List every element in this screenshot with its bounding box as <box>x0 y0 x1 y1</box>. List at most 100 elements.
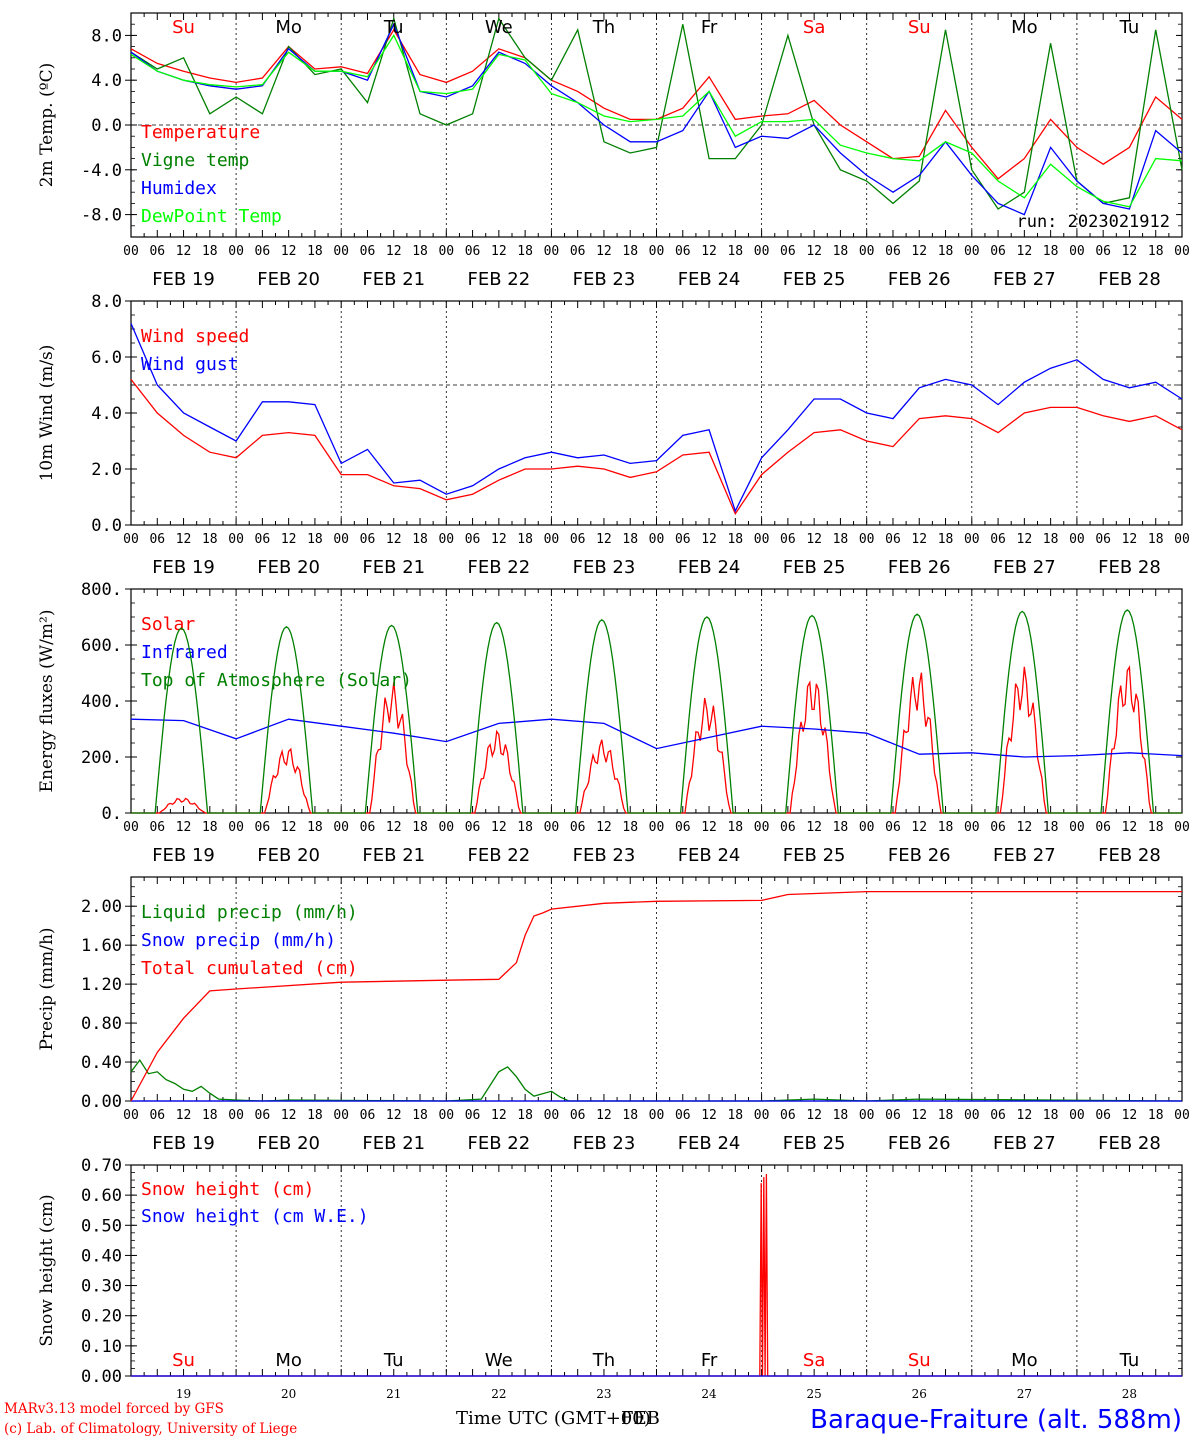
x-hour-label: 06 <box>360 820 376 835</box>
x-hour-label: 00 <box>649 820 665 835</box>
x-hour-label: 18 <box>622 1108 638 1123</box>
day-number-label: 22 <box>491 1387 506 1401</box>
weekday-label: Su <box>172 17 195 38</box>
y-tick-label: 4.0 <box>91 404 122 424</box>
legend-entry: Liquid precip (mm/h) <box>141 902 358 923</box>
legend-entry: Top of Atmosphere (Solar) <box>141 670 412 691</box>
series-line <box>130 718 1183 758</box>
x-hour-label: 00 <box>1174 244 1190 259</box>
x-hour-label: 12 <box>176 532 192 547</box>
x-date-label: FEB 28 <box>1098 557 1161 578</box>
x-hour-label: 00 <box>438 244 454 259</box>
x-hour-label: 06 <box>675 244 691 259</box>
x-hour-label: 06 <box>1095 244 1111 259</box>
credit-line-1: MARv3.13 model forced by GFS <box>4 1401 224 1417</box>
y-tick-label: 6.0 <box>91 348 122 368</box>
x-hour-label: 00 <box>754 820 770 835</box>
x-date-label: FEB 27 <box>993 269 1056 290</box>
x-hour-label: 12 <box>596 532 612 547</box>
x-hour-label: 06 <box>465 1108 481 1123</box>
x-hour-label: 12 <box>1122 1108 1138 1123</box>
x-hour-label: 06 <box>1095 1108 1111 1123</box>
panel-1: -8.0 -4.0 0.0 4.0 8.0 2m Temp. (ºC) 00 06 12 18 FE… <box>37 12 1190 290</box>
y-axis-title: 10m Wind (m/s) <box>37 345 57 482</box>
y-tick-label: 400. <box>81 692 122 712</box>
x-hour-label: 12 <box>1122 532 1138 547</box>
x-hour-label: 12 <box>701 532 717 547</box>
x-date-label: FEB 21 <box>362 269 425 290</box>
series-line <box>130 34 1183 208</box>
x-hour-label: 12 <box>806 820 822 835</box>
x-hour-label: 00 <box>964 820 980 835</box>
x-hour-label: 06 <box>990 1108 1006 1123</box>
day-number-label: 24 <box>701 1387 717 1401</box>
x-hour-label: 06 <box>675 1108 691 1123</box>
x-hour-label: 18 <box>833 532 849 547</box>
x-date-label: FEB 21 <box>362 557 425 578</box>
x-hour-label: 00 <box>123 532 139 547</box>
legend-entry: Infrared <box>141 642 228 663</box>
weekday-label: Tu <box>383 17 404 38</box>
x-hour-label: 00 <box>1174 1108 1190 1123</box>
x-date-label: FEB 23 <box>573 269 636 290</box>
y-tick-label: 0.0 <box>91 516 122 536</box>
x-hour-label: 00 <box>859 532 875 547</box>
x-hour-label: 06 <box>570 244 586 259</box>
x-hour-label: 12 <box>596 1108 612 1123</box>
weekday-label: Th <box>592 17 615 38</box>
x-hour-label: 06 <box>990 244 1006 259</box>
legend-entry: DewPoint Temp <box>141 206 282 227</box>
x-hour-label: 00 <box>333 1108 349 1123</box>
x-hour-label: 06 <box>675 820 691 835</box>
y-tick-label: 0.00 <box>81 1367 122 1387</box>
x-hour-label: 06 <box>885 820 901 835</box>
x-date-label: FEB 20 <box>257 557 320 578</box>
weekday-label: Su <box>172 1350 195 1371</box>
day-number-label: 26 <box>912 1387 927 1401</box>
weekday-label: Mo <box>275 1350 302 1371</box>
weekday-label: Tu <box>383 1350 404 1371</box>
series-line <box>130 22 1183 216</box>
x-hour-label: 06 <box>780 244 796 259</box>
x-hour-label: 18 <box>1043 1108 1059 1123</box>
x-hour-label: 06 <box>570 532 586 547</box>
weekday-label: Fr <box>701 1350 718 1371</box>
x-hour-label: 06 <box>990 820 1006 835</box>
legend-entry: Snow height (cm W.E.) <box>141 1206 369 1227</box>
y-tick-label: 800. <box>81 580 122 600</box>
x-date-label: FEB 22 <box>467 557 530 578</box>
x-date-label: FEB 25 <box>783 1133 846 1154</box>
x-date-label: FEB 24 <box>678 557 741 578</box>
y-tick-label: 0.30 <box>81 1277 122 1297</box>
x-hour-label: 18 <box>938 820 954 835</box>
x-date-label: FEB 26 <box>888 557 951 578</box>
x-hour-label: 06 <box>149 244 165 259</box>
x-hour-label: 18 <box>307 532 323 547</box>
legend-entry: Wind gust <box>141 354 239 375</box>
weekday-label: Su <box>908 17 931 38</box>
x-date-label: FEB 23 <box>573 845 636 866</box>
day-number-label: 19 <box>176 1387 191 1401</box>
y-tick-label: 0.20 <box>81 1307 122 1327</box>
x-hour-label: 18 <box>938 1108 954 1123</box>
y-tick-label: 1.60 <box>81 936 122 956</box>
y-tick-label: 4.0 <box>91 71 122 91</box>
weekday-label: We <box>485 1350 513 1371</box>
x-hour-label: 12 <box>386 244 402 259</box>
x-hour-label: 06 <box>465 820 481 835</box>
x-hour-label: 12 <box>701 820 717 835</box>
x-date-label: FEB 27 <box>993 1133 1056 1154</box>
x-date-label: FEB 26 <box>888 269 951 290</box>
x-hour-label: 00 <box>123 244 139 259</box>
weekday-label: We <box>485 17 513 38</box>
x-date-label: FEB 28 <box>1098 269 1161 290</box>
weekday-label: Su <box>908 1350 931 1371</box>
x-hour-label: 12 <box>491 244 507 259</box>
x-date-label: FEB 20 <box>257 269 320 290</box>
x-hour-label: 06 <box>360 1108 376 1123</box>
x-hour-label: 00 <box>333 532 349 547</box>
x-hour-label: 00 <box>1069 244 1085 259</box>
x-hour-label: 18 <box>833 820 849 835</box>
day-number-label: 23 <box>596 1387 611 1401</box>
y-tick-label: 0. <box>102 804 122 824</box>
